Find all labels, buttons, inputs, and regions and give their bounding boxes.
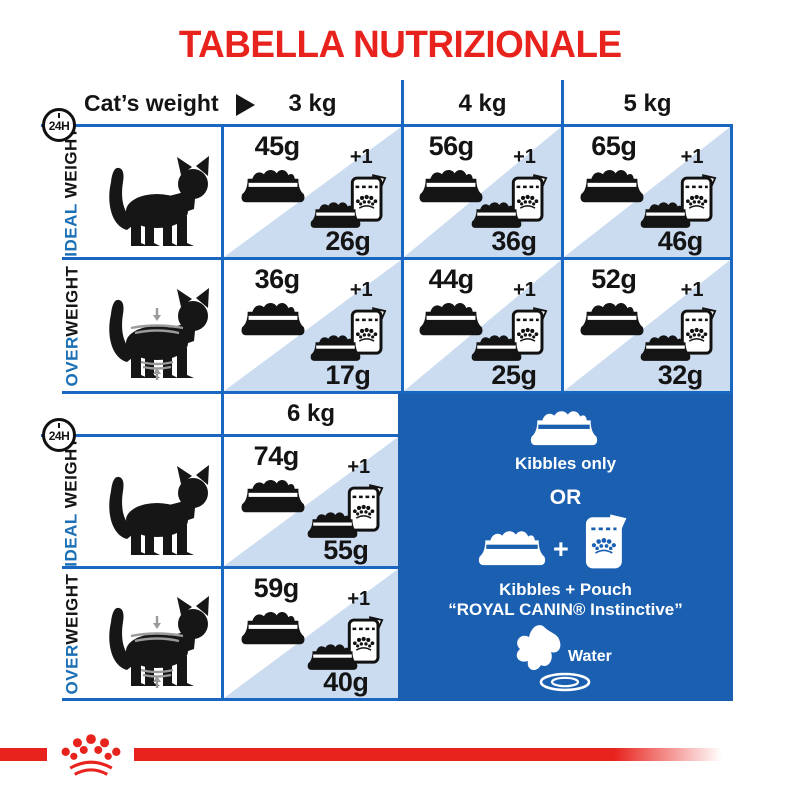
table-line <box>41 124 731 127</box>
cat-overweight-icon <box>97 586 217 692</box>
bowl-icon <box>240 477 306 515</box>
column-header-3kg: 3 kg <box>288 90 337 117</box>
bowl-icon <box>639 200 692 230</box>
plus-one-label: +1 <box>513 146 536 168</box>
cats-weight-label: Cat’s weight <box>84 90 219 116</box>
kibbles-amount: 74g <box>253 441 300 471</box>
plus-one-label: +1 <box>349 279 373 301</box>
cell-ideal-5kg: 65g +1 46g <box>564 127 730 257</box>
row-label-overweight: OVERWEIGHT <box>53 569 91 698</box>
footer-bar <box>134 748 734 761</box>
row-label-ideal-weight: IDEAL WEIGHT <box>53 437 91 566</box>
mixed-amount: 55g <box>323 535 369 565</box>
table-line <box>730 124 733 391</box>
title-row: TABELLA NUTRIZIONALE <box>0 24 800 67</box>
cell-over-3kg: 36g +1 17g <box>224 260 401 391</box>
bowl-icon <box>639 333 692 363</box>
bowl-icon <box>306 510 359 540</box>
row-label-em: IDEAL <box>62 513 82 567</box>
kibbles-amount: 56g <box>428 131 475 161</box>
cat-ideal-weight-icon <box>97 146 217 252</box>
bowl-icon <box>306 642 359 672</box>
plus-one-label: +1 <box>349 146 373 168</box>
kibbles-amount: 36g <box>254 264 301 294</box>
bowl-icon <box>309 333 362 363</box>
bowl-icon <box>528 408 600 448</box>
footer-bar <box>0 748 47 761</box>
plus-one-label: +1 <box>347 588 371 610</box>
cat-overweight-icon <box>97 278 217 384</box>
table-line <box>561 80 564 391</box>
table-line <box>62 257 731 260</box>
plus-one-label: +1 <box>680 279 704 301</box>
mixed-amount: 46g <box>657 226 704 256</box>
column-header-4kg: 4 kg <box>458 90 507 117</box>
row-label-ideal-weight: IDEAL WEIGHT <box>53 127 91 257</box>
table-line <box>221 124 224 701</box>
bowl-icon <box>240 167 306 205</box>
row-label-overweight: OVERWEIGHT <box>53 260 91 391</box>
cell-ideal-4kg: 56g +1 36g <box>404 127 561 257</box>
mixed-amount: 32g <box>657 360 704 390</box>
bowl-icon <box>240 300 306 338</box>
table-line <box>41 434 398 437</box>
plus-one-label: +1 <box>513 279 536 301</box>
feeding-options-panel: Kibbles only OR + Kibbles + Pouch “ROYAL… <box>398 394 733 701</box>
kibbles-amount: 59g <box>253 573 300 603</box>
row-label-rest: WEIGHT <box>62 265 81 337</box>
royal-canin-instinctive-label: “ROYAL CANIN® Instinctive” <box>448 600 683 619</box>
table-line <box>62 391 733 394</box>
mixed-amount: 40g <box>323 667 369 697</box>
kibbles-amount: 44g <box>428 264 475 294</box>
clock-24h-icon: 24H <box>42 108 76 142</box>
bowl-icon <box>470 333 523 363</box>
bowl-icon <box>476 528 548 568</box>
kibbles-only-label: Kibbles only <box>514 454 617 473</box>
table-line <box>62 566 398 569</box>
royal-canin-crown-logo <box>52 731 130 778</box>
table-line <box>62 698 398 701</box>
or-label: OR <box>549 486 582 509</box>
plus-one-label: +1 <box>347 456 371 478</box>
arrow-right-icon <box>236 94 255 116</box>
cat-ideal-weight-icon <box>97 455 217 561</box>
page-title: TABELLA NUTRIZIONALE <box>178 24 622 66</box>
cell-over-5kg: 52g +1 32g <box>564 260 730 391</box>
mixed-amount: 36g <box>491 226 537 256</box>
column-header-6kg: 6 kg <box>286 400 336 427</box>
row-label-em: IDEAL <box>62 203 82 257</box>
clock-tick <box>58 113 60 118</box>
mixed-amount: 17g <box>325 360 371 390</box>
cell-over-4kg: 44g +1 25g <box>404 260 561 391</box>
plus-one-label: +1 <box>680 146 704 168</box>
column-header-5kg: 5 kg <box>623 90 672 117</box>
water-label: Water <box>568 648 612 665</box>
clock-24h-icon: 24H <box>42 418 76 452</box>
kibbles-pouch-label: Kibbles + Pouch <box>499 580 632 599</box>
mixed-amount: 25g <box>491 360 537 390</box>
kibbles-amount: 65g <box>591 131 637 161</box>
clock-label: 24H <box>48 429 70 443</box>
bowl-icon <box>240 609 306 647</box>
bowl-icon <box>470 200 523 230</box>
cell-ideal-6kg: 74g +1 55g <box>224 437 398 566</box>
bowl-icon <box>579 167 645 205</box>
kibbles-amount: 45g <box>254 131 301 161</box>
row-label-em: OVER <box>62 336 81 386</box>
clock-label: 24H <box>48 119 70 133</box>
row-label-rest: WEIGHT <box>62 573 81 645</box>
cell-ideal-3kg: 45g +1 26g <box>224 127 401 257</box>
bowl-icon <box>579 300 645 338</box>
pouch-icon <box>585 512 627 570</box>
bowl-icon <box>309 200 362 230</box>
clock-tick <box>58 423 60 428</box>
row-label-em: OVER <box>62 644 81 694</box>
mixed-amount: 26g <box>325 226 371 256</box>
table-line <box>401 80 404 391</box>
plus-sign: + <box>553 534 569 564</box>
cell-over-6kg: 59g +1 40g <box>224 569 398 698</box>
kibbles-amount: 52g <box>591 264 637 294</box>
